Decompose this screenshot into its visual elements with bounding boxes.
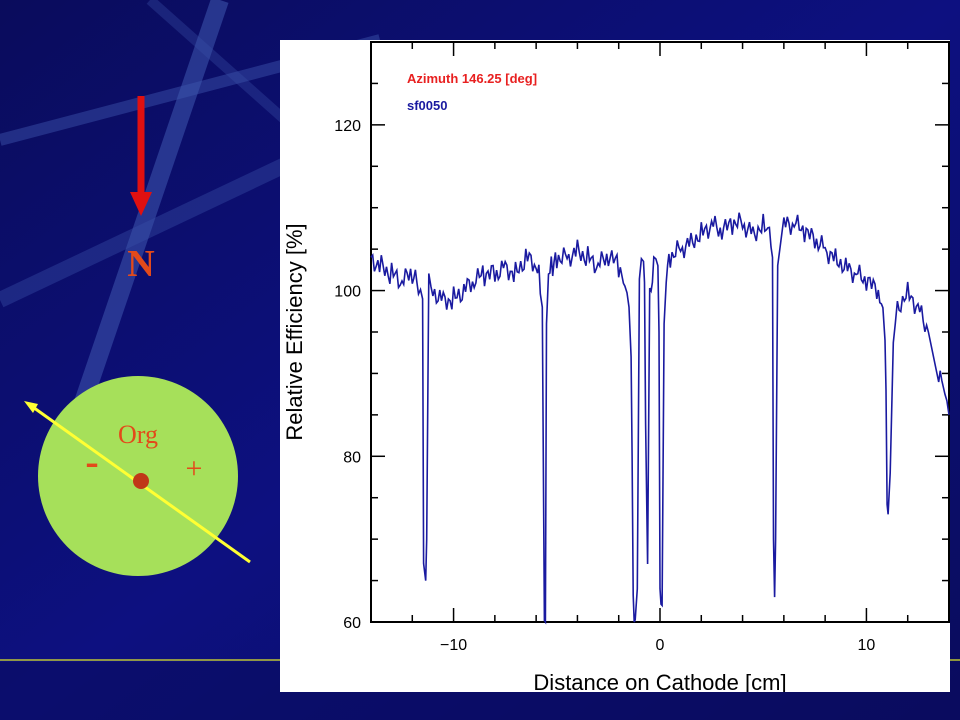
chart-panel: −10 0 10 60 80 100 120 Azimuth 146.25 [deg] sf… <box>280 40 950 692</box>
axis-ticks <box>370 41 950 623</box>
origin-label: Org <box>118 420 158 449</box>
legend-azimuth: Azimuth 146.25 [deg] <box>407 71 537 86</box>
origin-dot <box>133 473 149 489</box>
y-tick-label: 60 <box>343 615 361 632</box>
efficiency-chart: −10 0 10 60 80 100 120 Azimuth 146.25 [deg] sf… <box>282 41 950 692</box>
north-arrow-head <box>130 192 152 216</box>
x-tick-label: −10 <box>440 637 467 654</box>
efficiency-series-line <box>370 212 950 625</box>
x-tick-label: 0 <box>656 637 665 654</box>
north-label: N <box>127 243 154 285</box>
tick-labels: −10 0 10 60 80 100 120 <box>334 118 875 654</box>
y-tick-label: 80 <box>343 449 361 466</box>
legend-run-id: sf0050 <box>407 98 447 113</box>
orientation-arrow-head <box>24 401 38 413</box>
x-axis-label: Distance on Cathode [cm] <box>533 670 786 692</box>
y-axis-label: Relative Efficiency [%] <box>282 223 307 440</box>
orientation-diagram: N Org - + <box>24 96 251 576</box>
minus-label: - <box>85 439 98 484</box>
y-tick-label: 120 <box>334 118 361 135</box>
y-tick-label: 100 <box>334 284 361 301</box>
plus-label: + <box>186 452 203 485</box>
x-tick-label: 10 <box>858 637 876 654</box>
